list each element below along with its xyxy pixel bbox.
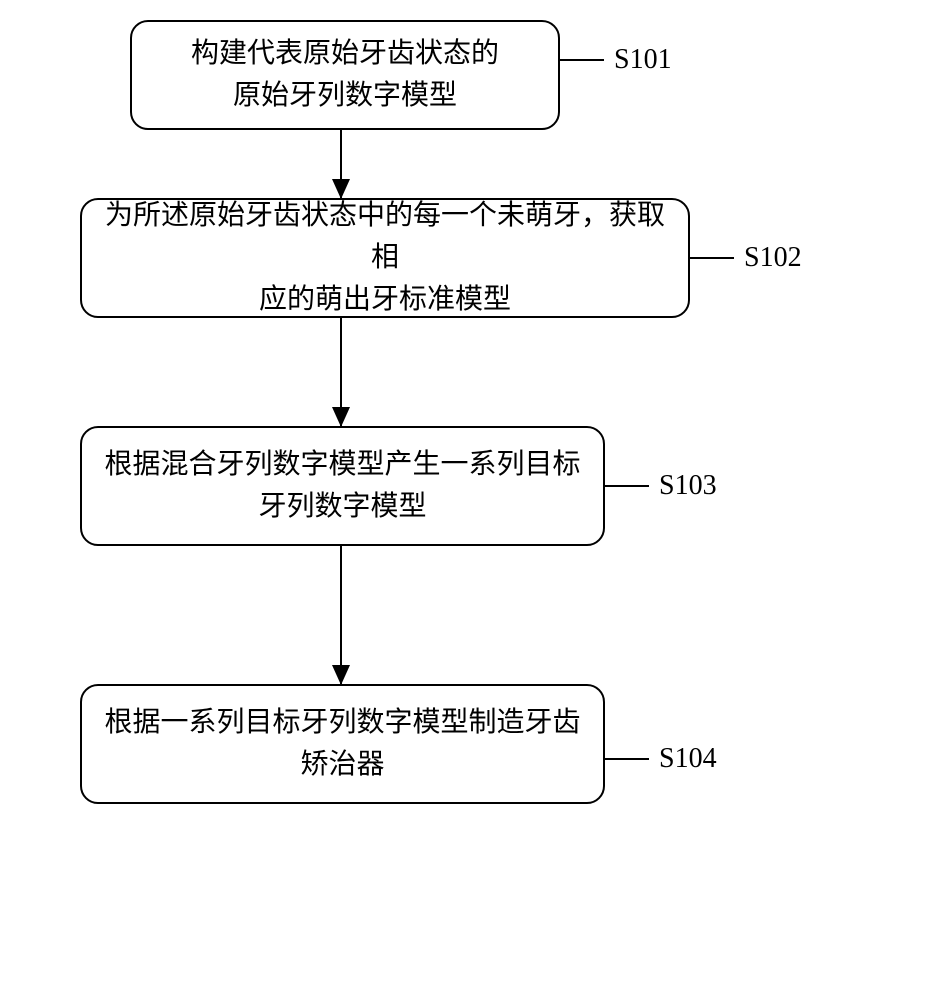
flow-step-4-line-2: 矫治器: [300, 744, 384, 786]
label-connector-4: [605, 758, 649, 760]
flow-step-3-line-2: 牙列数字模型: [258, 486, 426, 528]
flow-step-1-row: 构建代表原始牙齿状态的 原始牙列数字模型 S101: [80, 20, 860, 130]
flow-step-1: 构建代表原始牙齿状态的 原始牙列数字模型: [130, 20, 560, 130]
flow-step-3-line-1: 根据混合牙列数字模型产生一系列目标: [104, 444, 580, 486]
flow-step-3: 根据混合牙列数字模型产生一系列目标 牙列数字模型: [80, 426, 605, 546]
flow-step-1-line-2: 原始牙列数字模型: [233, 75, 457, 117]
arrow-3-wrap: [80, 546, 860, 684]
arrow-2: [340, 318, 342, 426]
label-connector-3: [605, 485, 649, 487]
flow-step-2-line-1: 为所述原始牙齿状态中的每一个未萌牙，获取相: [102, 195, 668, 279]
step-label-3: S103: [659, 470, 717, 502]
flow-step-1-line-1: 构建代表原始牙齿状态的: [191, 33, 499, 75]
flow-step-3-row: 根据混合牙列数字模型产生一系列目标 牙列数字模型 S103: [80, 426, 860, 546]
label-connector-2: [690, 257, 734, 259]
flowchart-container: 构建代表原始牙齿状态的 原始牙列数字模型 S101 为所述原始牙齿状态中的每一个…: [80, 20, 860, 804]
step-label-4: S104: [659, 743, 717, 775]
flow-step-4-row: 根据一系列目标牙列数字模型制造牙齿 矫治器 S104: [80, 684, 860, 804]
flow-step-2-line-2: 应的萌出牙标准模型: [259, 279, 511, 321]
arrow-1-wrap: [80, 130, 860, 198]
flow-step-4: 根据一系列目标牙列数字模型制造牙齿 矫治器: [80, 684, 605, 804]
flow-step-4-line-1: 根据一系列目标牙列数字模型制造牙齿: [104, 702, 580, 744]
flow-step-2-row: 为所述原始牙齿状态中的每一个未萌牙，获取相 应的萌出牙标准模型 S102: [80, 198, 860, 318]
arrow-3: [340, 546, 342, 684]
arrow-2-wrap: [80, 318, 860, 426]
flow-step-2: 为所述原始牙齿状态中的每一个未萌牙，获取相 应的萌出牙标准模型: [80, 198, 690, 318]
label-connector-1: [560, 59, 604, 61]
step-label-1: S101: [614, 44, 672, 76]
arrow-1: [340, 130, 342, 198]
step-label-2: S102: [744, 242, 802, 274]
